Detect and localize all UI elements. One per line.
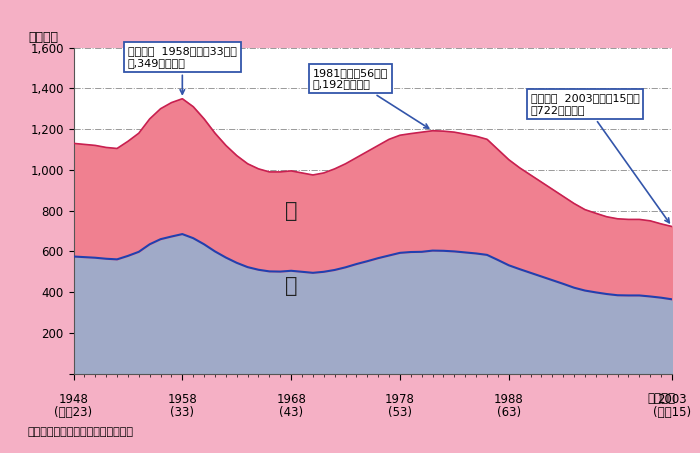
Text: 男: 男	[285, 276, 298, 296]
Text: 2003: 2003	[657, 393, 687, 406]
Text: 過去最低  2003（平成15）年
　722万７千人: 過去最低 2003（平成15）年 722万７千人	[531, 93, 669, 223]
Text: （年度）: （年度）	[648, 392, 676, 405]
Text: (63): (63)	[497, 406, 521, 419]
Text: (33): (33)	[170, 406, 195, 419]
Text: 1968: 1968	[276, 393, 306, 406]
Text: 資料：文部科学省「学校基本調査」: 資料：文部科学省「学校基本調査」	[28, 427, 134, 437]
Text: 1958: 1958	[167, 393, 197, 406]
Text: （万人）: （万人）	[29, 31, 59, 44]
Text: 女: 女	[285, 201, 298, 221]
Text: 1978: 1978	[385, 393, 415, 406]
Text: (53): (53)	[388, 406, 412, 419]
Text: 過去最高  1958（昭和33）年
１,349万２千人: 過去最高 1958（昭和33）年 １,349万２千人	[128, 46, 237, 94]
Text: (平成15): (平成15)	[653, 406, 691, 419]
Text: 1988: 1988	[494, 393, 524, 406]
Text: (昭和23): (昭和23)	[55, 406, 92, 419]
Text: (43): (43)	[279, 406, 303, 419]
Text: 1981（昭和56）年
１,192万５千人: 1981（昭和56）年 １,192万５千人	[313, 68, 428, 128]
Text: 1948: 1948	[59, 393, 88, 406]
